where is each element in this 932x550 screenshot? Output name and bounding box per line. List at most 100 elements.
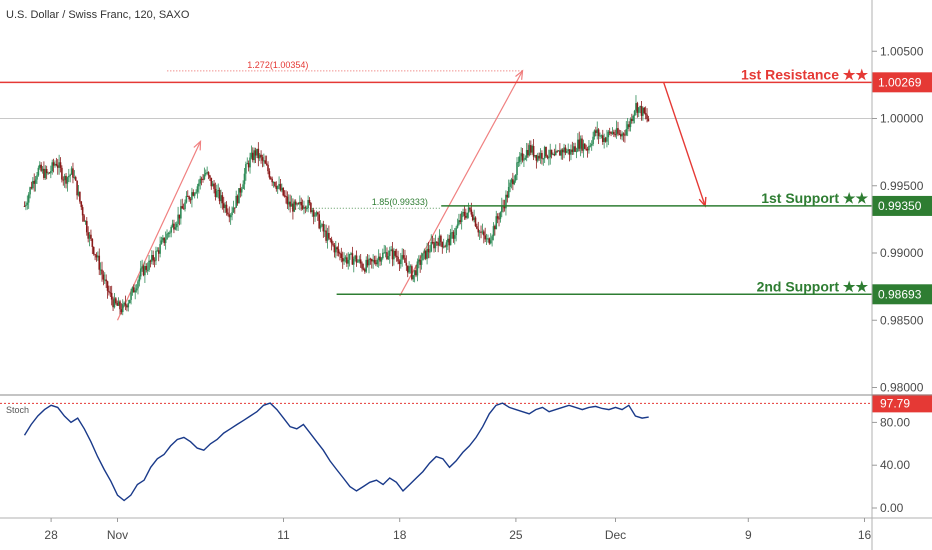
candle-up xyxy=(238,188,240,204)
candle-down xyxy=(285,196,287,198)
projection-arrow-1-head xyxy=(193,139,202,151)
candle-down xyxy=(404,257,406,263)
candle-down xyxy=(636,103,639,113)
candle-down xyxy=(297,203,300,205)
projection-arrow-1 xyxy=(116,141,202,321)
candle-down xyxy=(55,163,58,166)
candle-down xyxy=(207,172,210,176)
candle-up xyxy=(263,160,265,162)
candle-up xyxy=(167,233,170,235)
candle-down xyxy=(239,188,242,193)
candle-up xyxy=(603,138,605,142)
candle-up xyxy=(184,202,186,210)
time-tick-label: Nov xyxy=(107,528,128,542)
candle-down xyxy=(52,162,55,166)
candle-up xyxy=(478,231,481,233)
candle-up xyxy=(47,172,49,174)
candle-up xyxy=(103,279,106,281)
candle-down xyxy=(484,235,486,240)
candle-down xyxy=(48,172,51,174)
candle-up xyxy=(162,237,164,241)
candle-down xyxy=(153,260,156,262)
candle-up xyxy=(256,148,258,156)
candle-down xyxy=(279,184,282,191)
candle-down xyxy=(227,212,229,215)
candle-down xyxy=(477,228,480,233)
candle-up xyxy=(549,149,552,158)
candle-up xyxy=(135,288,138,291)
forecast-arrow xyxy=(662,82,706,207)
candle-up xyxy=(579,138,582,149)
candle-up xyxy=(220,195,222,202)
candle-up xyxy=(525,149,528,158)
candle-up xyxy=(536,155,539,161)
candle-down xyxy=(92,246,95,255)
candle-up xyxy=(121,304,124,313)
candle-up xyxy=(449,232,452,246)
candle-up xyxy=(170,227,172,233)
candle-up xyxy=(629,118,632,128)
candle-down xyxy=(178,214,181,219)
candle-down xyxy=(506,194,509,198)
candle-up xyxy=(70,168,73,175)
candle-up xyxy=(73,177,76,179)
candle-down xyxy=(355,255,358,263)
candle-up xyxy=(365,259,368,272)
candle-down xyxy=(192,192,195,196)
candle-up xyxy=(243,173,246,185)
candle-down xyxy=(312,210,315,217)
candle-up xyxy=(632,115,635,121)
candle-up xyxy=(185,195,188,203)
candle-down xyxy=(340,253,343,258)
candle-down xyxy=(535,155,538,161)
candle-up xyxy=(347,259,350,264)
candle-up xyxy=(552,154,554,156)
candle-up xyxy=(438,235,441,246)
candle-up xyxy=(141,266,143,269)
candle-up xyxy=(383,252,386,254)
candle-down xyxy=(480,231,482,233)
candle-up xyxy=(575,151,578,153)
candle-up xyxy=(491,236,493,241)
candle-down xyxy=(559,150,561,156)
candle-up xyxy=(27,194,30,203)
candle-down xyxy=(267,164,269,172)
candle-up xyxy=(216,190,218,197)
candle-down xyxy=(578,139,581,149)
candle-down xyxy=(474,217,477,227)
candle-down xyxy=(261,157,264,161)
candle-up xyxy=(25,204,27,207)
candle-down xyxy=(459,220,462,222)
candle-up xyxy=(321,224,323,226)
candle-up xyxy=(229,215,232,218)
candle-down xyxy=(364,269,366,272)
candle-down xyxy=(33,180,36,184)
candle-up xyxy=(164,239,167,244)
candle-down xyxy=(94,254,96,256)
candle-up xyxy=(358,259,361,262)
candle-up xyxy=(445,242,448,247)
candle-up xyxy=(84,220,87,222)
candle-up xyxy=(290,203,293,207)
candle-up xyxy=(368,258,370,266)
time-tick-label: 18 xyxy=(393,528,407,542)
candle-up xyxy=(510,179,513,183)
candle-down xyxy=(644,113,647,115)
candle-down xyxy=(83,215,85,222)
candle-down xyxy=(366,259,369,266)
price-candles xyxy=(23,95,650,316)
candle-down xyxy=(225,204,228,213)
candle-up xyxy=(128,299,131,304)
candle-up xyxy=(554,151,557,156)
candle-down xyxy=(218,189,221,202)
candle-up xyxy=(513,180,516,185)
candle-down xyxy=(85,220,88,233)
candle-down xyxy=(391,249,394,260)
candle-up xyxy=(534,155,536,157)
candle-up xyxy=(319,225,322,229)
candle-up xyxy=(539,153,542,159)
candle-down xyxy=(173,223,175,230)
candle-up xyxy=(156,250,159,252)
candle-down xyxy=(186,195,189,197)
